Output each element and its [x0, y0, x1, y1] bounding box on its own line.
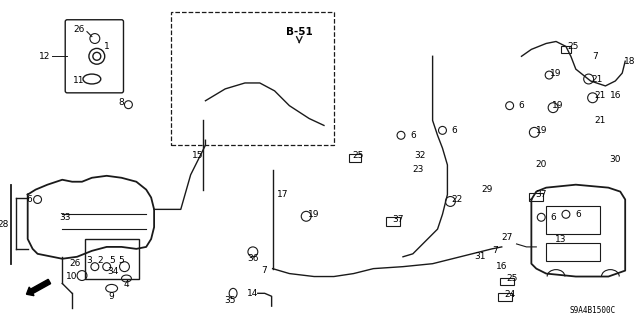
Text: 30: 30	[609, 155, 621, 165]
Text: B-51: B-51	[286, 26, 313, 37]
Bar	[498, 293, 511, 301]
Text: 12: 12	[39, 52, 50, 61]
Text: 9: 9	[109, 292, 115, 301]
Text: 22: 22	[452, 195, 463, 204]
Text: 21: 21	[592, 75, 604, 84]
Bar	[546, 243, 600, 261]
Text: 2: 2	[97, 256, 102, 265]
Text: 23: 23	[412, 165, 424, 174]
Text: 25: 25	[353, 151, 364, 160]
Text: 24: 24	[504, 290, 515, 299]
Text: 27: 27	[501, 233, 513, 241]
Text: 6: 6	[451, 126, 457, 135]
Text: 6: 6	[518, 101, 524, 110]
Text: 28: 28	[0, 220, 9, 229]
Text: 3: 3	[86, 256, 92, 265]
Text: 16: 16	[609, 91, 621, 100]
Bar	[386, 217, 400, 226]
Text: 5: 5	[118, 256, 124, 265]
Text: 21: 21	[595, 91, 606, 100]
Text: 37: 37	[536, 190, 547, 199]
Text: 21: 21	[595, 116, 606, 125]
Text: 6: 6	[410, 131, 416, 140]
Text: 6: 6	[27, 195, 33, 204]
Text: 7: 7	[492, 246, 498, 255]
Text: S9A4B1500C: S9A4B1500C	[570, 306, 616, 315]
Text: 19: 19	[536, 126, 547, 135]
Text: 5: 5	[109, 256, 115, 265]
Text: 25: 25	[567, 42, 579, 51]
Text: 36: 36	[247, 254, 259, 263]
Text: 13: 13	[556, 234, 567, 243]
Bar	[561, 47, 571, 53]
Text: 31: 31	[474, 252, 486, 261]
Bar	[546, 206, 600, 234]
Text: 6: 6	[550, 213, 556, 222]
Text: 14: 14	[247, 289, 259, 298]
Text: 19: 19	[552, 101, 564, 110]
Text: 35: 35	[225, 296, 236, 305]
Text: 10: 10	[67, 272, 78, 281]
Text: 26: 26	[74, 25, 84, 34]
Text: 34: 34	[107, 267, 118, 276]
Text: 17: 17	[276, 190, 288, 199]
Text: 7: 7	[261, 266, 267, 275]
Text: 1: 1	[104, 42, 109, 51]
Text: 25: 25	[506, 274, 517, 283]
Text: 6: 6	[575, 210, 580, 219]
Text: 20: 20	[536, 160, 547, 169]
Text: 19: 19	[550, 69, 562, 78]
Text: 32: 32	[414, 151, 426, 160]
Text: 4: 4	[124, 280, 129, 289]
Text: 7: 7	[593, 52, 598, 61]
Bar	[500, 278, 513, 286]
Text: 11: 11	[74, 77, 84, 85]
Bar	[529, 193, 543, 202]
FancyArrow shape	[26, 279, 51, 296]
Text: 8: 8	[118, 98, 124, 107]
Text: 15: 15	[192, 151, 204, 160]
Bar	[349, 154, 360, 162]
Bar	[171, 12, 334, 145]
Bar	[85, 239, 140, 278]
Text: 19: 19	[308, 210, 320, 219]
Text: 16: 16	[496, 262, 508, 271]
Text: 33: 33	[60, 213, 71, 222]
Text: FR.: FR.	[28, 274, 44, 283]
Text: 18: 18	[625, 57, 636, 66]
Text: 26: 26	[69, 259, 81, 268]
Text: 37: 37	[392, 215, 404, 224]
Text: 29: 29	[481, 185, 493, 194]
